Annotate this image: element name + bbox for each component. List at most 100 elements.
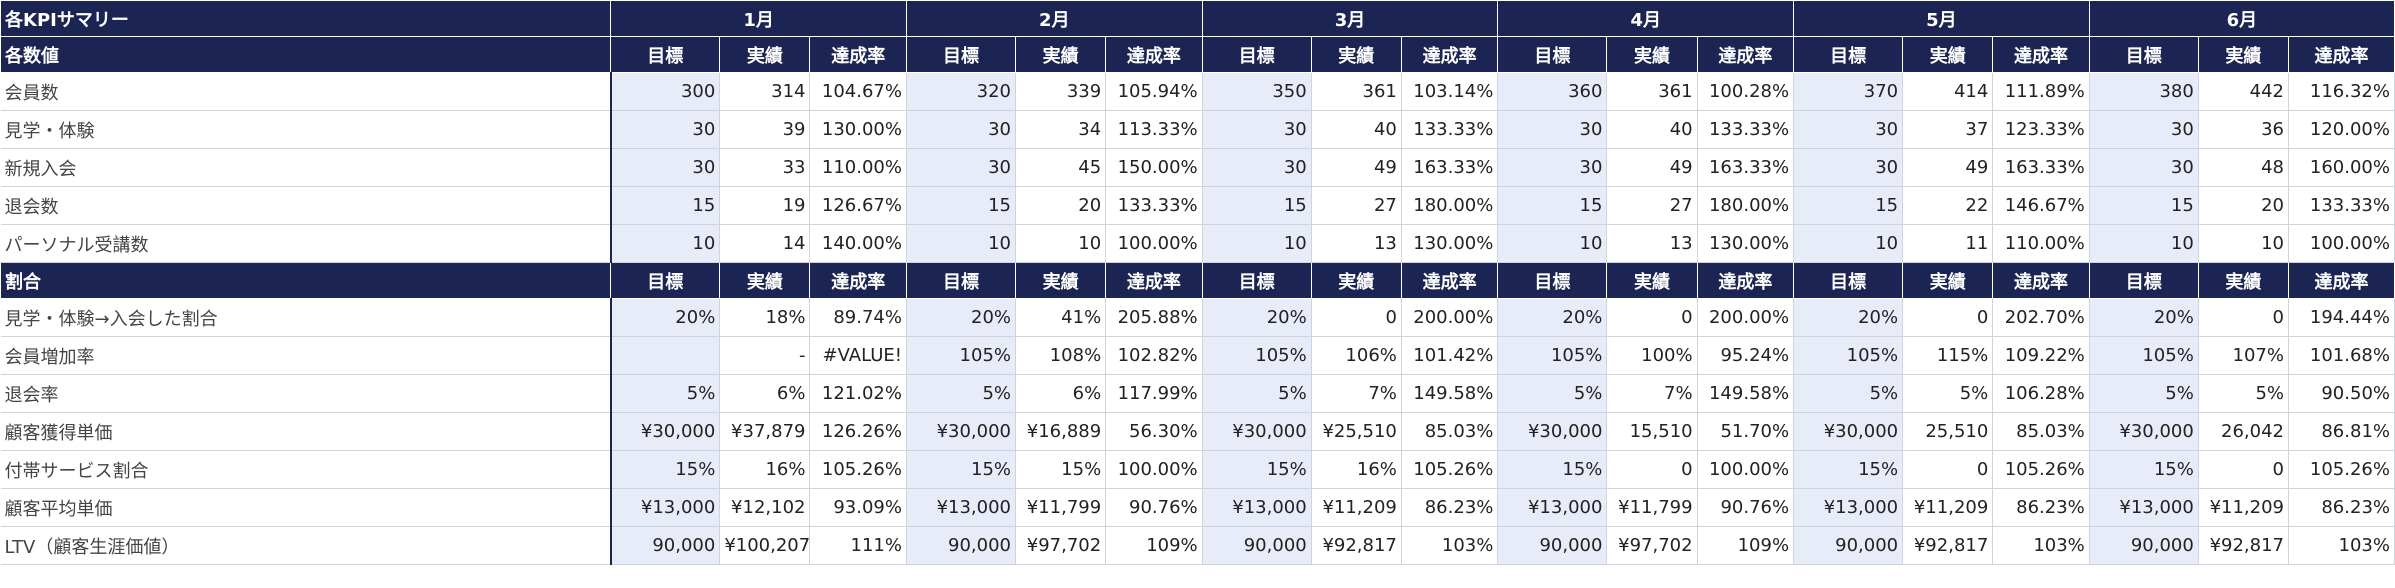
target-cell[interactable]: 30	[2089, 110, 2199, 149]
rate-cell[interactable]: 140.00%	[809, 224, 907, 263]
actual-cell[interactable]: 361	[1311, 72, 1402, 111]
rate-cell[interactable]: 202.70%	[1992, 298, 2090, 337]
rate-cell[interactable]: #VALUE!	[809, 336, 907, 375]
target-cell[interactable]: 30	[1793, 110, 1904, 149]
rate-cell[interactable]: 150.00%	[1105, 148, 1203, 187]
actual-cell[interactable]: 6%	[719, 374, 811, 413]
rate-cell[interactable]: 200.00%	[1697, 298, 1795, 337]
target-cell[interactable]: 15%	[1497, 450, 1608, 489]
actual-cell[interactable]: 26,042	[2198, 412, 2290, 451]
target-cell[interactable]: 30	[906, 148, 1017, 187]
target-cell[interactable]: 30	[2089, 148, 2199, 187]
target-cell[interactable]: 5%	[1202, 374, 1312, 413]
row-label[interactable]: 付帯サービス割合	[0, 450, 612, 489]
target-cell[interactable]: 5%	[610, 374, 721, 413]
actual-cell[interactable]: 20	[2198, 186, 2290, 225]
actual-cell[interactable]: 16%	[719, 450, 811, 489]
actual-cell[interactable]: ¥37,879	[719, 412, 811, 451]
row-label[interactable]: 会員増加率	[0, 336, 612, 375]
actual-header[interactable]: 実績	[2197, 36, 2290, 73]
rate-cell[interactable]: 105.26%	[1401, 450, 1499, 489]
rate-cell[interactable]: 109%	[1105, 526, 1203, 565]
rate-cell[interactable]: 86.23%	[1992, 488, 2090, 527]
row-label[interactable]: 見学・体験→入会した割合	[0, 298, 612, 337]
actual-cell[interactable]: 14	[719, 224, 811, 263]
target-cell[interactable]: ¥13,000	[906, 488, 1017, 527]
rate-cell[interactable]: 101.68%	[2288, 336, 2395, 375]
actual-header[interactable]: 実績	[719, 36, 811, 73]
target-cell[interactable]: 15	[906, 186, 1017, 225]
rate-cell[interactable]: 130.00%	[1697, 224, 1795, 263]
target-cell[interactable]: 20%	[906, 298, 1017, 337]
rate-cell[interactable]: 111%	[809, 526, 907, 565]
actual-cell[interactable]: 414	[1902, 72, 1994, 111]
actual-cell[interactable]: 7%	[1311, 374, 1402, 413]
target-cell[interactable]: 15%	[1793, 450, 1904, 489]
rate-header[interactable]: 達成率	[809, 36, 907, 73]
rate-cell[interactable]: 100.00%	[1105, 450, 1203, 489]
actual-cell[interactable]: 20	[1015, 186, 1107, 225]
actual-header[interactable]: 実績	[1902, 36, 1994, 73]
rate-cell[interactable]: 105.94%	[1105, 72, 1203, 111]
target-header[interactable]: 目標	[1497, 36, 1608, 73]
target-cell[interactable]: ¥13,000	[1793, 488, 1904, 527]
target-cell[interactable]: 105%	[906, 336, 1017, 375]
actual-header[interactable]: 実績	[1310, 36, 1402, 73]
actual-cell[interactable]: 40	[1311, 110, 1402, 149]
rate-cell[interactable]: 85.03%	[1401, 412, 1499, 451]
actual-cell[interactable]: ¥100,207	[719, 526, 811, 565]
actual-cell[interactable]: 11	[1902, 224, 1994, 263]
target-cell[interactable]: 10	[1202, 224, 1312, 263]
row-label[interactable]: 顧客平均単価	[0, 488, 612, 527]
actual-cell[interactable]: 49	[1902, 148, 1994, 187]
actual-cell[interactable]: ¥16,889	[1015, 412, 1107, 451]
target-cell[interactable]: 10	[1497, 224, 1608, 263]
target-cell[interactable]: 90,000	[610, 526, 721, 565]
rate-cell[interactable]: 103%	[1992, 526, 2090, 565]
actual-cell[interactable]: 36	[2198, 110, 2290, 149]
target-cell[interactable]: ¥30,000	[610, 412, 721, 451]
rate-cell[interactable]: 120.00%	[2288, 110, 2395, 149]
actual-cell[interactable]: 100%	[1606, 336, 1698, 375]
rate-cell[interactable]: 100.00%	[1697, 450, 1795, 489]
target-cell[interactable]: ¥30,000	[1202, 412, 1312, 451]
target-cell[interactable]: 300	[610, 72, 721, 111]
rate-cell[interactable]: 90.50%	[2288, 374, 2395, 413]
target-cell[interactable]: 90,000	[1202, 526, 1312, 565]
actual-cell[interactable]: 33	[719, 148, 811, 187]
rate-cell[interactable]: 100.28%	[1697, 72, 1795, 111]
rate-cell[interactable]: 133.33%	[2288, 186, 2395, 225]
rate-cell[interactable]: 109%	[1697, 526, 1795, 565]
rate-cell[interactable]: 103%	[1401, 526, 1499, 565]
table-title[interactable]: 各KPIサマリー	[0, 0, 612, 37]
actual-header[interactable]: 実績	[1902, 262, 1994, 299]
rate-cell[interactable]: 90.76%	[1105, 488, 1203, 527]
target-cell[interactable]: 15	[1202, 186, 1312, 225]
actual-cell[interactable]: 10	[1015, 224, 1107, 263]
target-cell[interactable]: ¥13,000	[610, 488, 721, 527]
target-cell[interactable]: 20%	[2089, 298, 2199, 337]
target-header[interactable]: 目標	[1793, 36, 1904, 73]
rate-cell[interactable]: 126.26%	[809, 412, 907, 451]
target-cell[interactable]: 30	[610, 148, 721, 187]
target-cell[interactable]: 10	[906, 224, 1017, 263]
actual-cell[interactable]: 5%	[2198, 374, 2290, 413]
rate-cell[interactable]: 90.76%	[1697, 488, 1795, 527]
actual-cell[interactable]: 25,510	[1902, 412, 1994, 451]
actual-cell[interactable]: 37	[1902, 110, 1994, 149]
actual-header[interactable]: 実績	[2197, 262, 2290, 299]
rate-cell[interactable]: 126.67%	[809, 186, 907, 225]
rate-cell[interactable]: 110.00%	[1992, 224, 2090, 263]
target-header[interactable]: 目標	[2088, 262, 2199, 299]
actual-cell[interactable]: 7%	[1606, 374, 1698, 413]
row-label[interactable]: 退会率	[0, 374, 612, 413]
actual-header[interactable]: 実績	[719, 262, 811, 299]
actual-cell[interactable]: 339	[1015, 72, 1107, 111]
rate-cell[interactable]: 86.23%	[2288, 488, 2395, 527]
target-cell[interactable]: 15	[1793, 186, 1904, 225]
target-cell[interactable]: 15	[1497, 186, 1608, 225]
target-cell[interactable]: 15%	[1202, 450, 1312, 489]
rate-header[interactable]: 達成率	[2288, 36, 2395, 73]
actual-cell[interactable]: ¥25,510	[1311, 412, 1402, 451]
actual-cell[interactable]: 15,510	[1606, 412, 1698, 451]
